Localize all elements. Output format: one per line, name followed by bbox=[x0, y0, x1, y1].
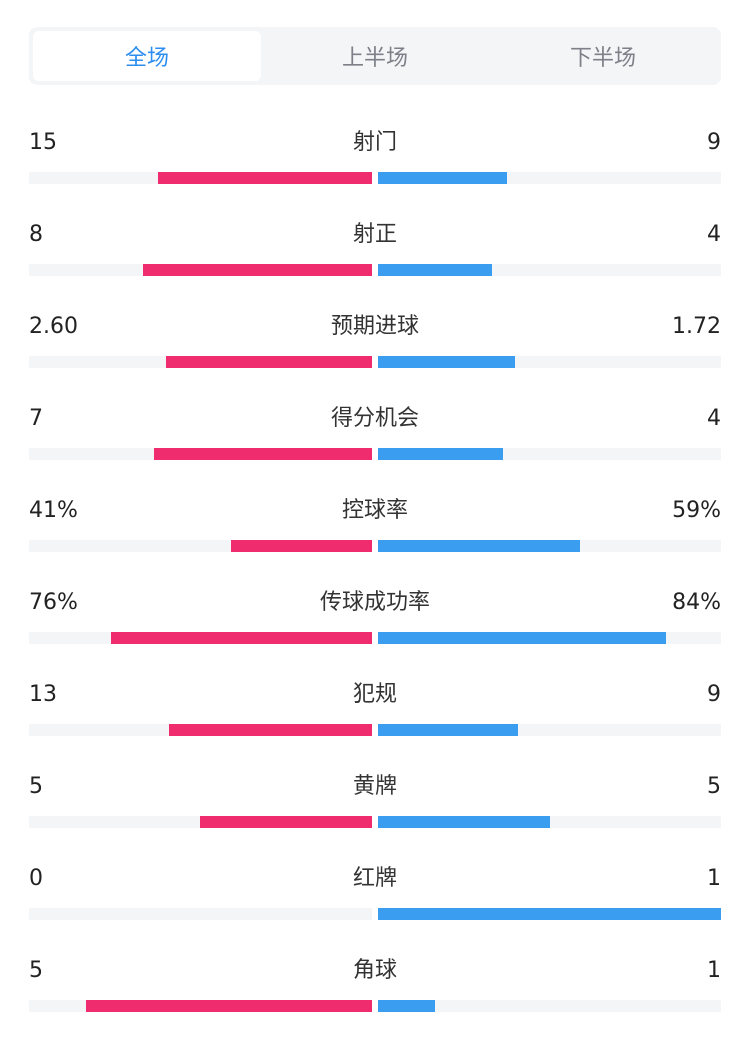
away-value: 9 bbox=[707, 130, 721, 155]
away-value: 5 bbox=[707, 774, 721, 799]
stat-row: 8 射正 4 bbox=[29, 221, 721, 277]
home-value: 13 bbox=[29, 682, 57, 707]
away-bar-track bbox=[378, 448, 721, 460]
home-bar bbox=[169, 724, 372, 736]
home-value: 8 bbox=[29, 222, 43, 247]
away-bar-track bbox=[378, 356, 721, 368]
home-bar-track bbox=[29, 356, 372, 368]
stat-label: 传球成功率 bbox=[319, 590, 430, 615]
home-bar bbox=[158, 172, 372, 184]
stat-row: 76% 传球成功率 84% bbox=[29, 589, 721, 645]
away-bar bbox=[378, 540, 580, 552]
home-bar-track bbox=[29, 1000, 372, 1012]
home-bar bbox=[86, 1000, 372, 1012]
stat-row: 13 犯规 9 bbox=[29, 681, 721, 737]
away-bar bbox=[378, 356, 515, 368]
away-bar-track bbox=[378, 264, 721, 276]
period-tabs: 全场 上半场 下半场 bbox=[29, 27, 721, 85]
home-bar bbox=[154, 448, 372, 460]
home-value: 41% bbox=[29, 498, 78, 523]
stat-row: 5 角球 1 bbox=[29, 957, 721, 1013]
stat-label: 射门 bbox=[352, 130, 397, 155]
home-bar-track bbox=[29, 908, 372, 920]
stat-label: 红牌 bbox=[352, 866, 397, 891]
away-bar bbox=[378, 816, 550, 828]
away-bar bbox=[378, 908, 721, 920]
away-value: 1.72 bbox=[672, 314, 721, 339]
home-value: 0 bbox=[29, 866, 43, 891]
away-bar bbox=[378, 448, 503, 460]
home-value: 76% bbox=[29, 590, 78, 615]
away-bar-track bbox=[378, 724, 721, 736]
home-bar bbox=[143, 264, 372, 276]
away-value: 9 bbox=[707, 682, 721, 707]
stat-row: 5 黄牌 5 bbox=[29, 773, 721, 829]
stat-row: 2.60 预期进球 1.72 bbox=[29, 313, 721, 369]
home-value: 5 bbox=[29, 774, 43, 799]
away-bar bbox=[378, 632, 666, 644]
home-bar bbox=[166, 356, 372, 368]
away-value: 4 bbox=[707, 222, 721, 247]
home-bar bbox=[111, 632, 372, 644]
stat-label: 犯规 bbox=[352, 682, 397, 707]
stat-row: 41% 控球率 59% bbox=[29, 497, 721, 553]
stat-label: 得分机会 bbox=[330, 406, 419, 431]
away-bar-track bbox=[378, 172, 721, 184]
away-bar bbox=[378, 264, 492, 276]
home-value: 7 bbox=[29, 406, 43, 431]
home-value: 15 bbox=[29, 130, 57, 155]
tab-full-match[interactable]: 全场 bbox=[33, 31, 261, 81]
stat-label: 角球 bbox=[352, 958, 397, 983]
stat-row: 7 得分机会 4 bbox=[29, 405, 721, 461]
home-bar-track bbox=[29, 540, 372, 552]
home-value: 2.60 bbox=[29, 314, 78, 339]
stat-label: 黄牌 bbox=[352, 774, 397, 799]
away-value: 1 bbox=[707, 958, 721, 983]
away-bar-track bbox=[378, 1000, 721, 1012]
away-bar-track bbox=[378, 540, 721, 552]
stat-label: 射正 bbox=[352, 222, 397, 247]
stat-row: 0 红牌 1 bbox=[29, 865, 721, 921]
away-bar-track bbox=[378, 632, 721, 644]
away-value: 1 bbox=[707, 866, 721, 891]
home-bar bbox=[200, 816, 372, 828]
away-bar-track bbox=[378, 908, 721, 920]
home-bar-track bbox=[29, 632, 372, 644]
stat-row: 15 射门 9 bbox=[29, 129, 721, 185]
stat-label: 预期进球 bbox=[330, 314, 419, 339]
away-bar bbox=[378, 724, 518, 736]
home-bar-track bbox=[29, 172, 372, 184]
home-bar bbox=[231, 540, 372, 552]
home-bar-track bbox=[29, 816, 372, 828]
away-value: 84% bbox=[672, 590, 721, 615]
away-value: 59% bbox=[672, 498, 721, 523]
away-bar bbox=[378, 1000, 435, 1012]
home-value: 5 bbox=[29, 958, 43, 983]
away-bar bbox=[378, 172, 507, 184]
home-bar-track bbox=[29, 264, 372, 276]
stat-label: 控球率 bbox=[341, 498, 408, 523]
away-value: 4 bbox=[707, 406, 721, 431]
home-bar-track bbox=[29, 448, 372, 460]
tab-first-half[interactable]: 上半场 bbox=[341, 46, 408, 71]
tab-second-half[interactable]: 下半场 bbox=[569, 46, 636, 71]
home-bar-track bbox=[29, 724, 372, 736]
away-bar-track bbox=[378, 816, 721, 828]
